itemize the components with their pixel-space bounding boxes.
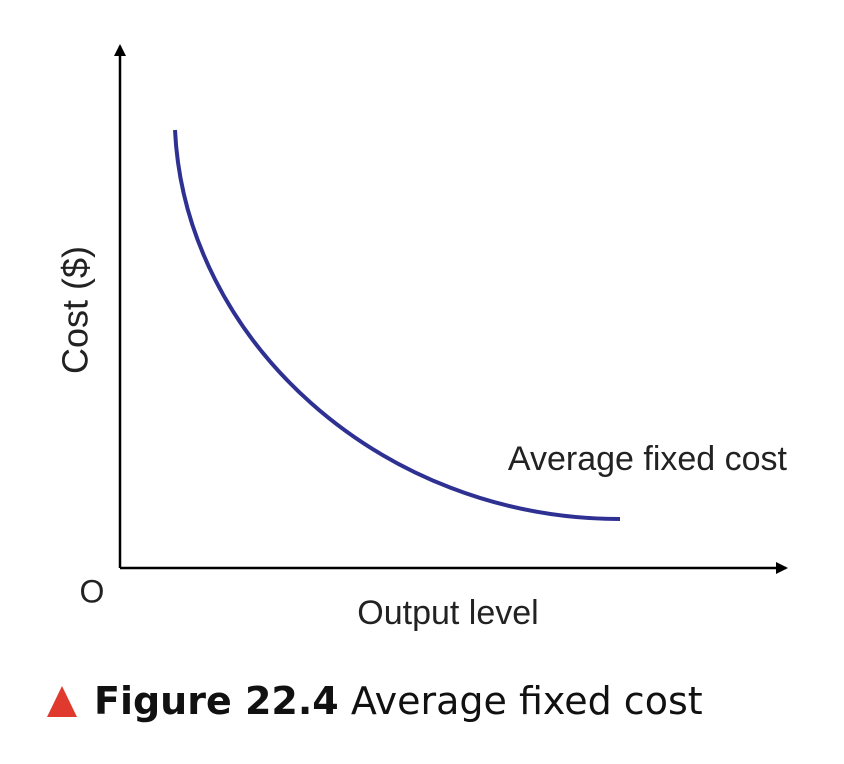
figure-label: Figure 22.4 — [94, 679, 339, 723]
caption: Figure 22.4 Average fixed cost — [94, 679, 703, 723]
average-fixed-cost-curve — [173, 129, 621, 521]
origin-label: O — [80, 573, 105, 609]
y-axis-label: Cost ($) — [55, 246, 96, 374]
caption-triangle — [47, 686, 77, 717]
figure-caption: Average fixed cost — [351, 679, 703, 723]
curve-label: Average fixed cost — [508, 440, 788, 478]
x-axis-label: Output level — [357, 594, 538, 632]
